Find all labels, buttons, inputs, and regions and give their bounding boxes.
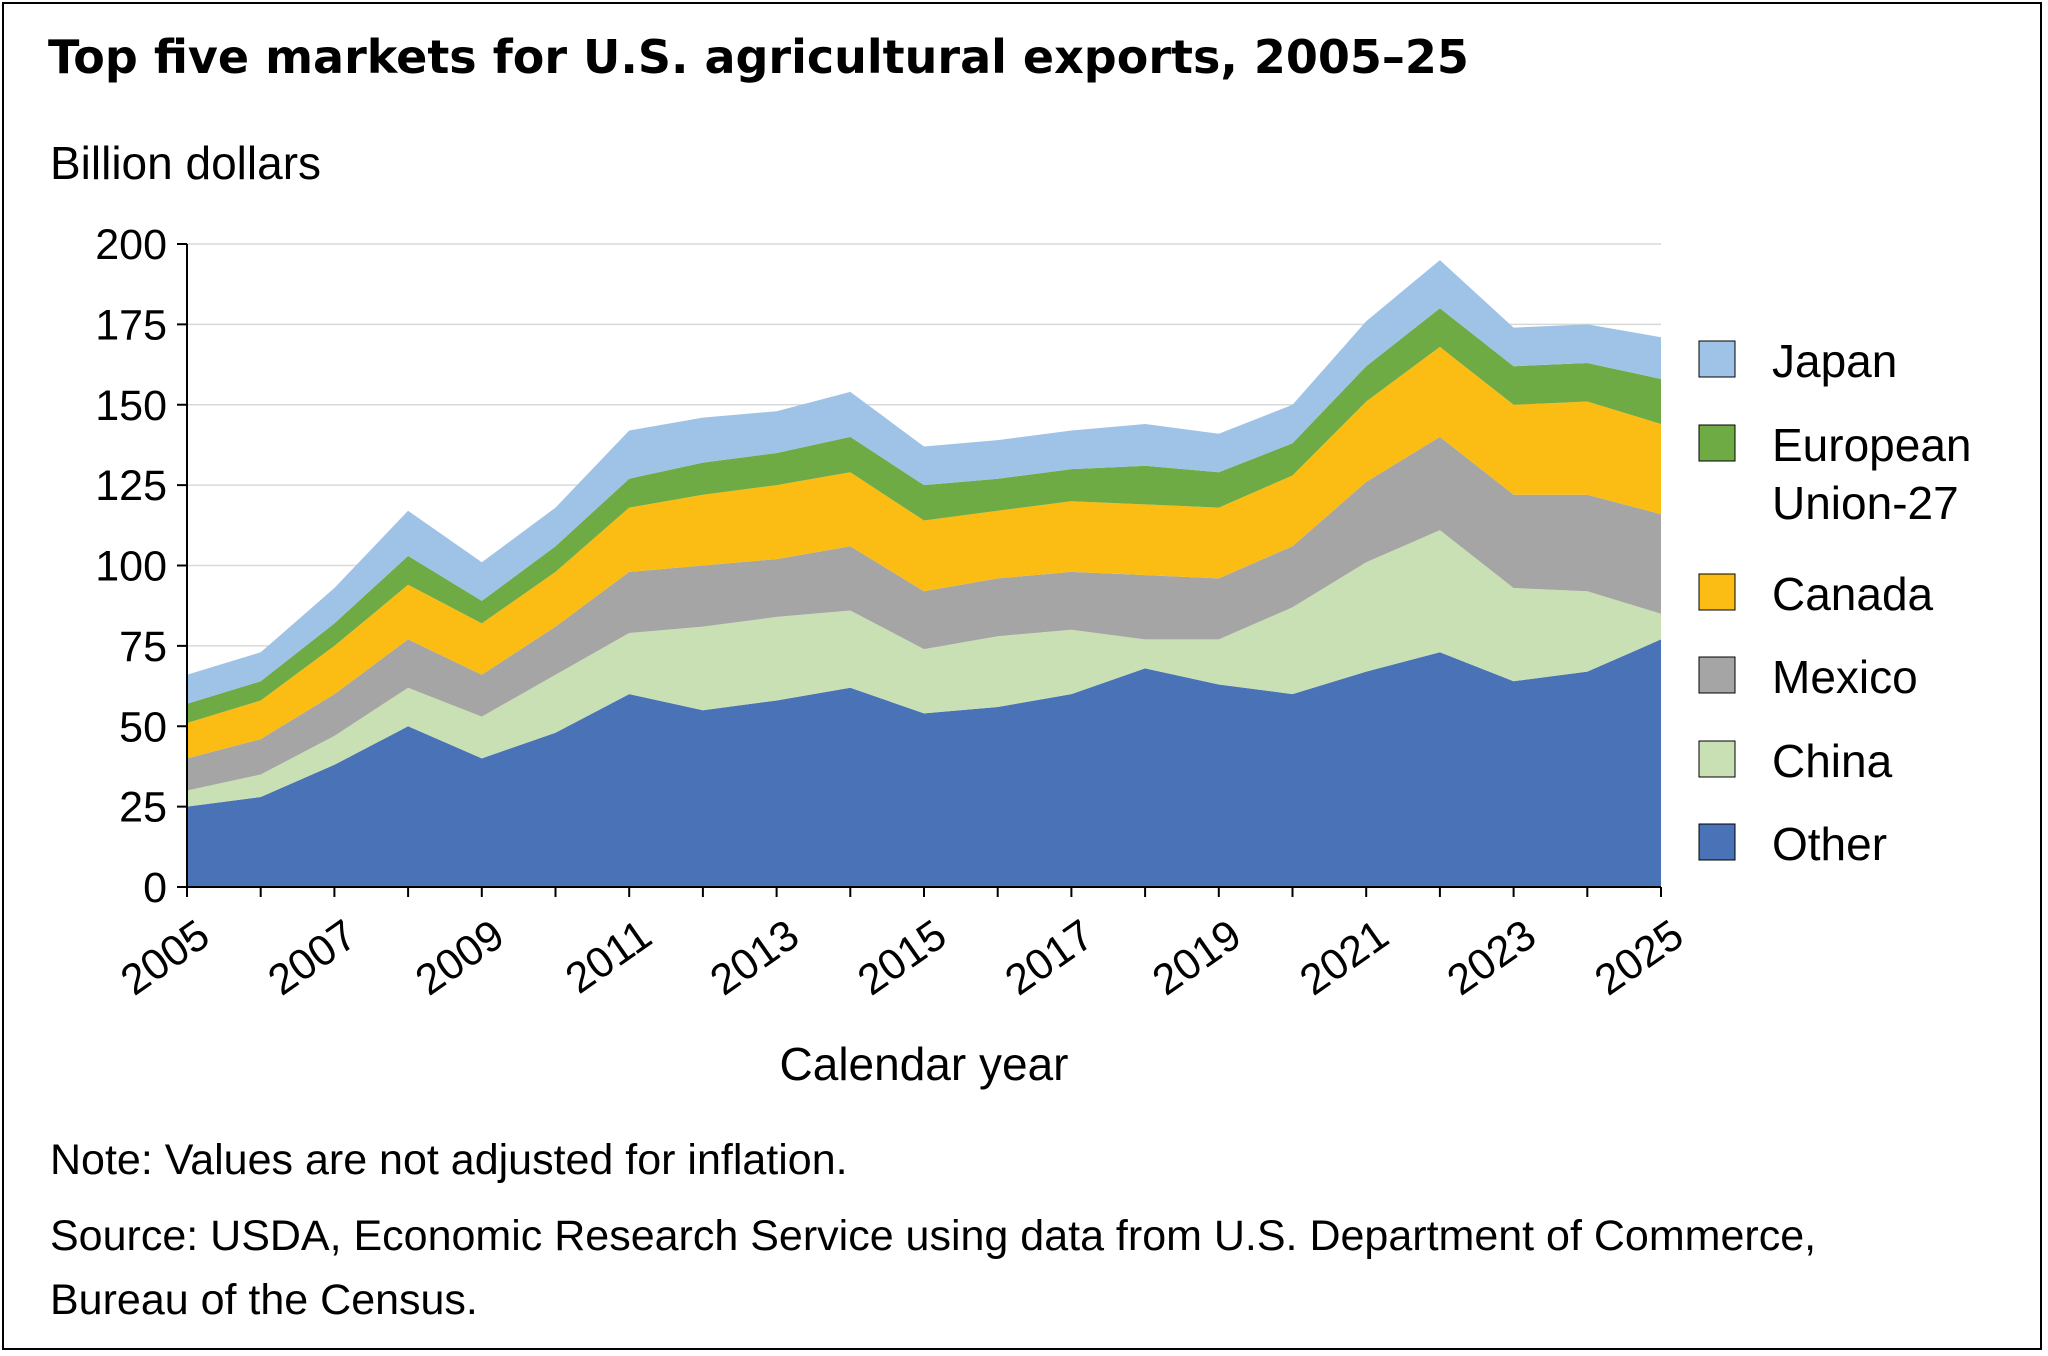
y-axis-label: Billion dollars — [50, 137, 322, 189]
x-axis-label: Calendar year — [780, 1038, 1069, 1090]
legend-item-european-union-27: European Union-27 — [1698, 419, 1972, 529]
y-axis-ticks: 0 25 50 75 100 125 150 175 200 — [95, 221, 187, 912]
legend-label: European Union-27 — [1772, 419, 1972, 529]
area-other — [187, 639, 1661, 887]
y-tick-label: 200 — [95, 221, 167, 269]
x-tick-label: 2023 — [1439, 911, 1545, 1005]
y-tick-label: 0 — [143, 864, 167, 912]
y-tick-label: 100 — [95, 543, 167, 591]
y-tick-label: 75 — [119, 623, 167, 671]
legend-swatch — [1698, 340, 1736, 378]
legend-item-mexico: Mexico — [1698, 651, 1918, 703]
x-axis-ticks: 2005 2007 2009 2011 2013 2015 2017 2019 2021 2023… — [112, 887, 1692, 1005]
x-tick-label: 2019 — [1144, 911, 1250, 1005]
y-tick-label: 175 — [95, 301, 167, 349]
legend-swatch — [1698, 823, 1736, 861]
legend-swatch — [1698, 424, 1736, 462]
area-china — [187, 530, 1661, 807]
x-tick-label: 2005 — [112, 911, 218, 1005]
legend-swatch — [1698, 656, 1736, 694]
area-european-union-27 — [187, 308, 1661, 723]
x-tick-label: 2007 — [260, 911, 366, 1005]
legend-label: Canada — [1772, 568, 1934, 620]
legend-item-canada: Canada — [1698, 568, 1934, 620]
y-tick-label: 25 — [119, 784, 167, 832]
x-tick-label: 2025 — [1586, 911, 1692, 1005]
legend-item-china: China — [1698, 735, 1893, 787]
area-canada — [187, 346, 1661, 759]
x-tick-label: 2017 — [997, 911, 1103, 1005]
area-japan — [187, 260, 1661, 704]
y-tick-label: 50 — [119, 703, 167, 751]
x-tick-label: 2013 — [702, 911, 808, 1005]
chart-source: Source: USDA, Economic Research Service … — [50, 1212, 1817, 1324]
x-tick-label: 2009 — [407, 911, 513, 1005]
legend-swatch — [1698, 573, 1736, 611]
legend-label: Japan — [1772, 335, 1897, 387]
chart-note: Note: Values are not adjusted for inflat… — [50, 1136, 848, 1184]
legend-item-other: Other — [1698, 818, 1887, 870]
legend-item-japan: Japan — [1698, 335, 1897, 387]
x-tick-label: 2015 — [849, 911, 955, 1005]
legend-label: Mexico — [1772, 651, 1918, 703]
y-tick-label: 125 — [95, 462, 167, 510]
legend-swatch — [1698, 740, 1736, 778]
y-tick-label: 150 — [95, 382, 167, 430]
x-tick-label: 2021 — [1291, 911, 1397, 1005]
area-mexico — [187, 436, 1661, 791]
area-series — [187, 260, 1661, 887]
legend-label: China — [1772, 735, 1893, 787]
x-tick-label: 2011 — [557, 911, 660, 1003]
legend: Japan European Union-27 Canada Mexico China Ot… — [1698, 335, 1972, 870]
legend-label: Other — [1772, 818, 1887, 870]
chart-title: Top five markets for U.S. agricultural e… — [48, 30, 1469, 84]
